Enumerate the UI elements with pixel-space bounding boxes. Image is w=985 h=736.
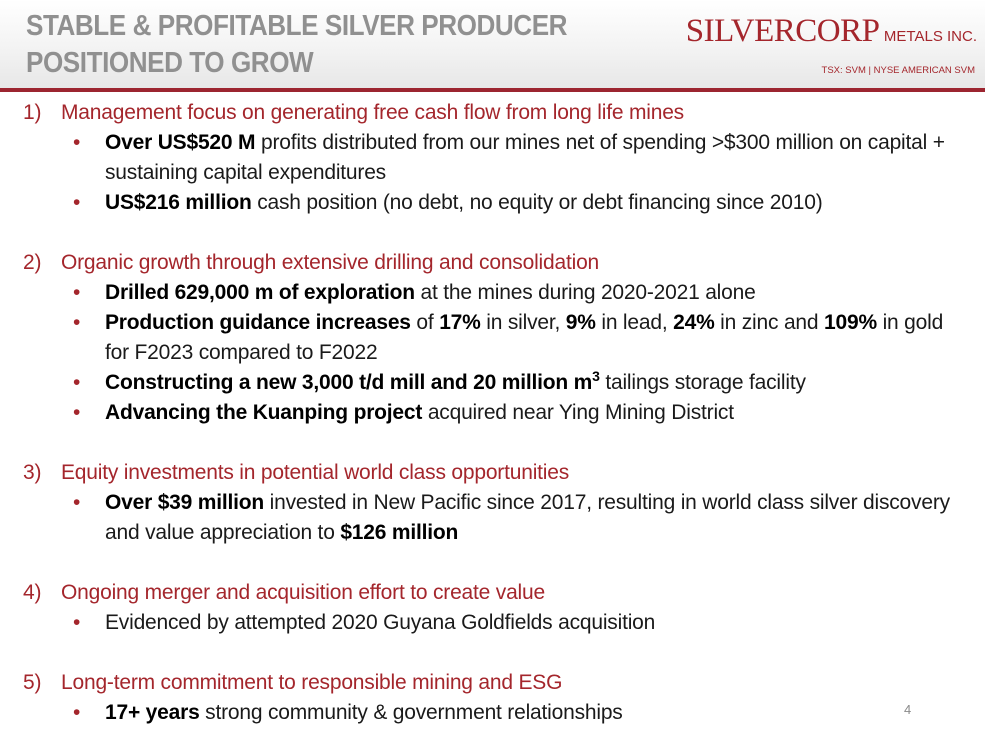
section-heading: 2) Organic growth through extensive dril… xyxy=(0,248,985,278)
section-heading: 5) Long-term commitment to responsible m… xyxy=(0,668,985,698)
bullet-item: Constructing a new 3,000 t/d mill and 20… xyxy=(0,368,985,398)
bullet-list: 17+ years strong community & government … xyxy=(0,698,985,728)
header-divider xyxy=(0,88,985,92)
bullet-highlight: Over US$520 M xyxy=(105,131,256,154)
bullet-text: in gold for F2023 compared to F2022 xyxy=(105,311,944,364)
bullet-highlight: US$216 million xyxy=(105,191,252,214)
section-title: Ongoing merger and acquisition effort to… xyxy=(61,581,545,604)
zinc-percent: 24% xyxy=(673,311,715,334)
company-logo: SILVERCORP METALS INC. TSX: SVM | NYSE A… xyxy=(686,12,977,76)
bullet-text: in silver, xyxy=(480,311,566,334)
superscript: 3 xyxy=(592,368,600,384)
bullet-highlight: $126 million xyxy=(340,521,459,544)
section-1: 1) Management focus on generating free c… xyxy=(0,98,985,248)
bullet-highlight: 17+ years xyxy=(105,701,200,724)
bullet-text: acquired near Ying Mining District xyxy=(422,401,734,424)
section-3: 3) Equity investments in potential world… xyxy=(0,458,985,578)
ticker-tagline: TSX: SVM | NYSE AMERICAN SVM xyxy=(821,65,975,76)
bullet-item: 17+ years strong community & government … xyxy=(0,698,985,728)
bullet-list: Evidenced by attempted 2020 Guyana Goldf… xyxy=(0,608,985,638)
section-5: 5) Long-term commitment to responsible m… xyxy=(0,668,985,728)
logo-wordmark: SILVERCORP xyxy=(685,13,880,49)
bullet-text: in zinc and xyxy=(714,311,825,334)
slide-title: STABLE & PROFITABLE SILVER PRODUCER POSI… xyxy=(26,8,568,82)
bullet-text: in lead, xyxy=(595,311,674,334)
bullet-highlight: Production guidance increases xyxy=(105,311,411,334)
logo-suffix: METALS INC. xyxy=(883,28,977,45)
page-number: 4 xyxy=(904,702,912,717)
bullet-text: invested in New Pacific since 2017, resu… xyxy=(105,491,950,544)
gold-percent: 109% xyxy=(824,311,877,334)
lead-percent: 9% xyxy=(565,311,596,334)
bullet-list: Over US$520 M profits distributed from o… xyxy=(0,128,985,218)
section-number: 3) xyxy=(23,461,42,484)
slide-body: 1) Management focus on generating free c… xyxy=(0,98,985,728)
bullet-text: profits distributed from our mines net o… xyxy=(105,131,945,184)
section-2: 2) Organic growth through extensive dril… xyxy=(0,248,985,458)
bullet-list: Over $39 million invested in New Pacific… xyxy=(0,488,985,548)
section-title: Management focus on generating free cash… xyxy=(61,101,684,124)
section-number: 4) xyxy=(23,581,42,604)
section-number: 1) xyxy=(23,101,42,124)
section-title: Long-term commitment to responsible mini… xyxy=(61,671,563,694)
title-line-1: STABLE & PROFITABLE SILVER PRODUCER xyxy=(26,10,568,42)
title-line-2: POSITIONED TO GROW xyxy=(26,47,314,79)
section-heading: 4) Ongoing merger and acquisition effort… xyxy=(0,578,985,608)
section-number: 2) xyxy=(23,251,42,274)
section-heading: 3) Equity investments in potential world… xyxy=(0,458,985,488)
section-title: Equity investments in potential world cl… xyxy=(61,461,570,484)
bullet-item: Advancing the Kuanping project acquired … xyxy=(0,398,985,428)
bullet-text: Evidenced by attempted 2020 Guyana Goldf… xyxy=(105,611,656,634)
bullet-text: tailings storage facility xyxy=(599,371,806,394)
slide-header: STABLE & PROFITABLE SILVER PRODUCER POSI… xyxy=(0,0,985,88)
bullet-text: of xyxy=(410,311,440,334)
silver-percent: 17% xyxy=(439,311,481,334)
section-title: Organic growth through extensive drillin… xyxy=(61,251,600,274)
bullet-item: US$216 million cash position (no debt, n… xyxy=(0,188,985,218)
bullet-highlight: Over $39 million xyxy=(105,491,265,514)
section-4: 4) Ongoing merger and acquisition effort… xyxy=(0,578,985,668)
bullet-item: Over $39 million invested in New Pacific… xyxy=(0,488,985,548)
bullet-text: strong community & government relationsh… xyxy=(199,701,623,724)
bullet-highlight: Constructing a new 3,000 t/d mill and 20… xyxy=(105,371,593,394)
bullet-item: Evidenced by attempted 2020 Guyana Goldf… xyxy=(0,608,985,638)
section-heading: 1) Management focus on generating free c… xyxy=(0,98,985,128)
section-number: 5) xyxy=(23,671,42,694)
bullet-item: Production guidance increases of 17% in … xyxy=(0,308,985,368)
bullet-item: Drilled 629,000 m of exploration at the … xyxy=(0,278,985,308)
bullet-item: Over US$520 M profits distributed from o… xyxy=(0,128,985,188)
bullet-text: at the mines during 2020-2021 alone xyxy=(414,281,756,304)
bullet-highlight: Advancing the Kuanping project xyxy=(105,401,423,424)
bullet-highlight: Drilled 629,000 m of exploration xyxy=(105,281,415,304)
bullet-list: Drilled 629,000 m of exploration at the … xyxy=(0,278,985,428)
bullet-text: cash position (no debt, no equity or deb… xyxy=(251,191,823,214)
